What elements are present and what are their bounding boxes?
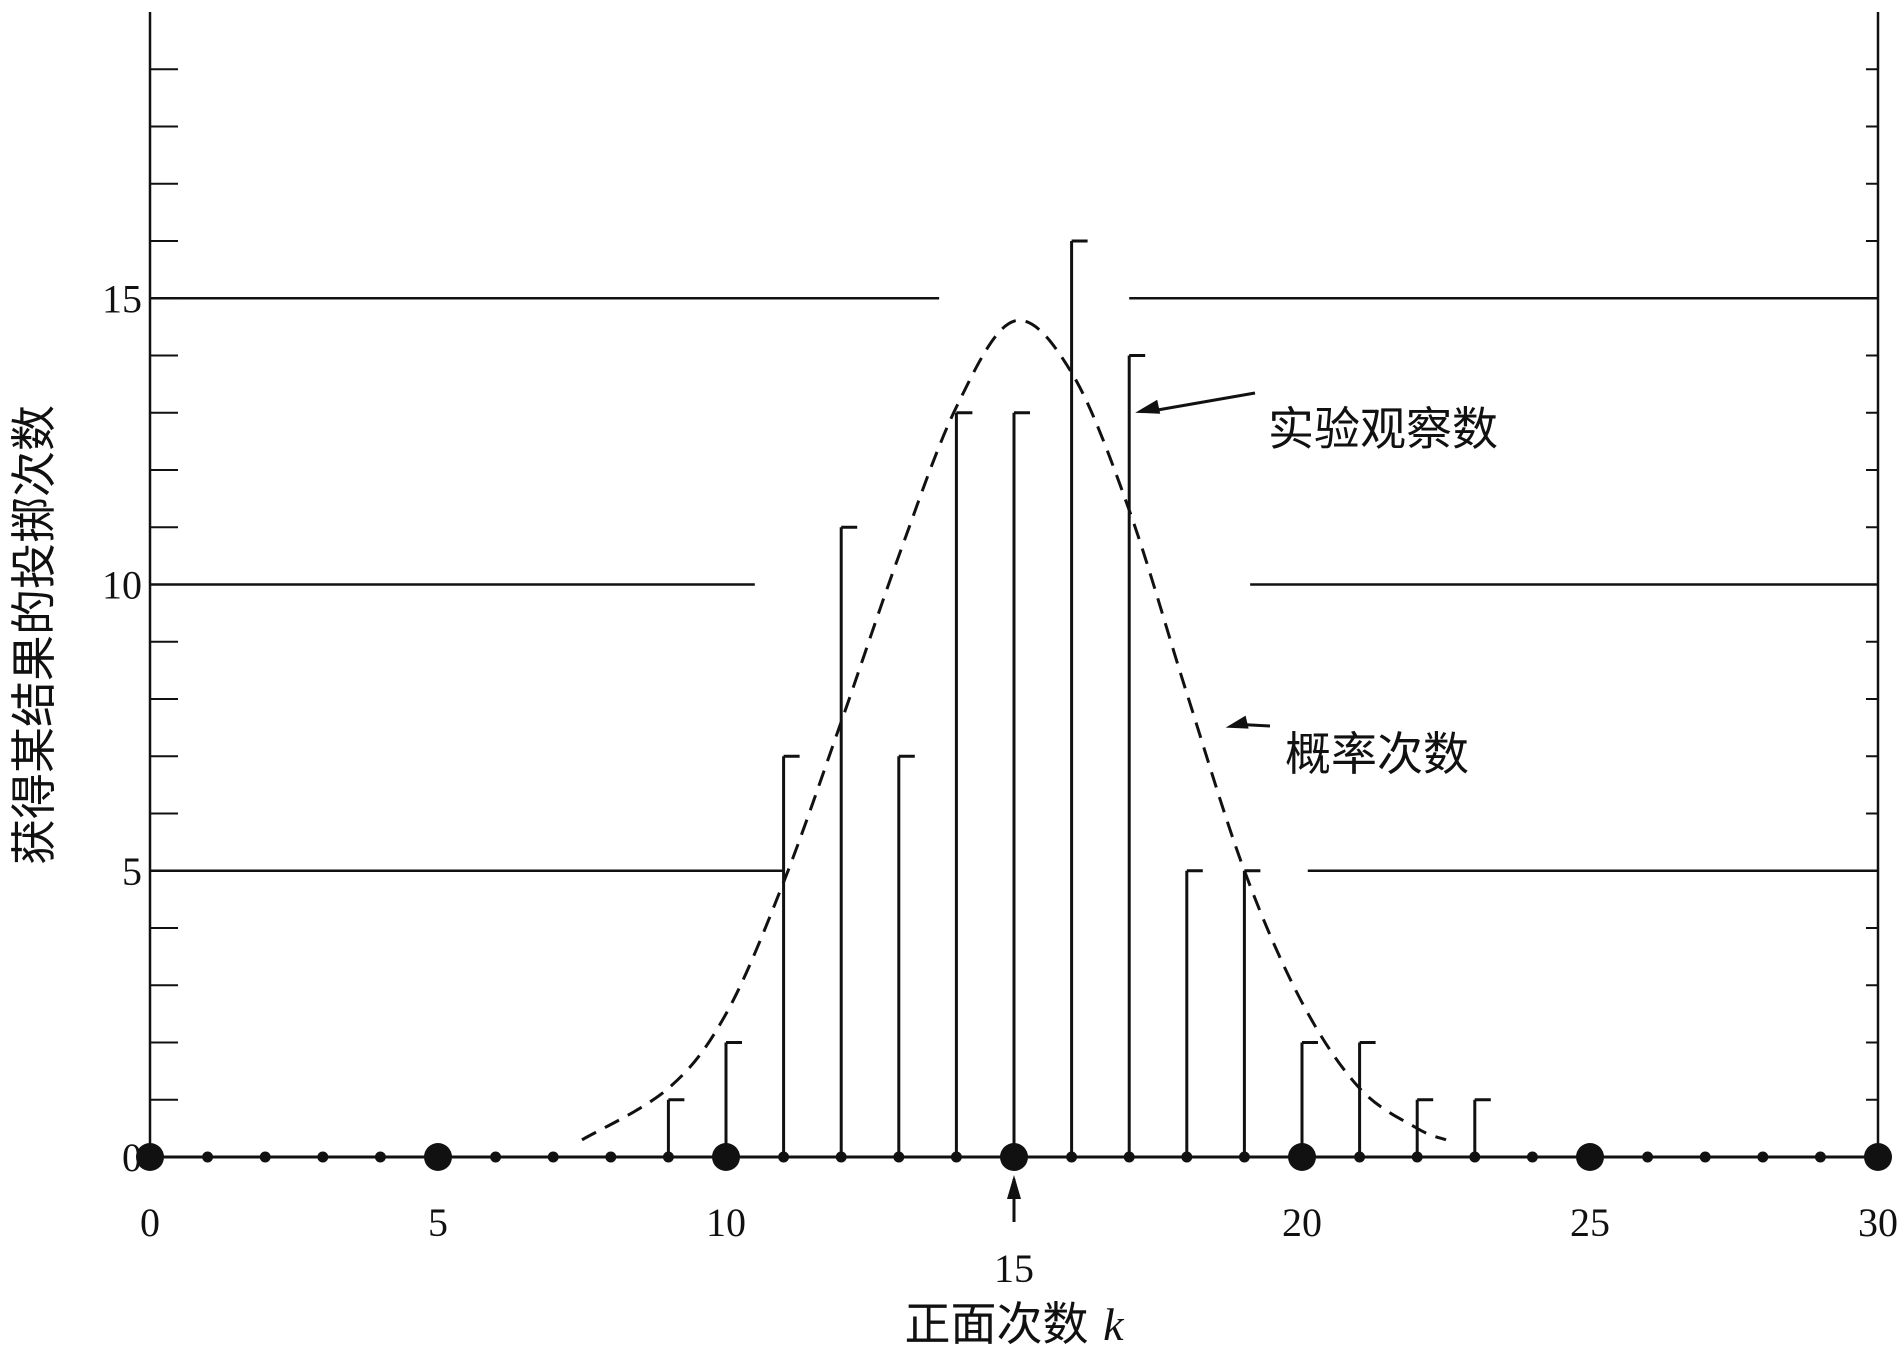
x-tick-15-arrow-head bbox=[1007, 1175, 1021, 1199]
minor-tick-dot-28 bbox=[1757, 1151, 1769, 1163]
annotation-observed-arrow-head bbox=[1135, 399, 1161, 414]
y-axis-label: 获得某结果的投掷次数 bbox=[7, 405, 61, 865]
minor-tick-dot-24 bbox=[1526, 1151, 1538, 1163]
x-tick-label-15: 15 bbox=[994, 1246, 1034, 1291]
observed-bars bbox=[666, 239, 1491, 1157]
minor-tick-dot-26 bbox=[1642, 1151, 1654, 1163]
x-tick-label-25: 25 bbox=[1570, 1200, 1610, 1245]
major-tick-dot-15 bbox=[1000, 1143, 1028, 1171]
probability-curve bbox=[581, 318, 1447, 1142]
major-tick-dot-0 bbox=[136, 1143, 164, 1171]
minor-tick-dot-11 bbox=[778, 1151, 790, 1163]
axis-labels: 正面次数 k 获得某结果的投掷次数 bbox=[7, 405, 1125, 1351]
minor-tick-dot-23 bbox=[1469, 1151, 1481, 1163]
x-axis-label: 正面次数 k bbox=[904, 1297, 1125, 1351]
annotation-probability-arrow-shaft bbox=[1243, 723, 1271, 728]
minor-tick-dot-3 bbox=[317, 1151, 329, 1163]
minor-tick-dot-6 bbox=[490, 1151, 502, 1163]
annotation-probability-label: 概率次数 bbox=[1285, 727, 1469, 781]
x-tick-label-30: 30 bbox=[1858, 1200, 1898, 1245]
minor-tick-dot-17 bbox=[1123, 1151, 1135, 1163]
minor-tick-dot-27 bbox=[1699, 1151, 1711, 1163]
minor-tick-dot-2 bbox=[259, 1151, 271, 1163]
minor-tick-dot-22 bbox=[1411, 1151, 1423, 1163]
minor-tick-dot-9 bbox=[662, 1151, 674, 1163]
minor-tick-dot-21 bbox=[1354, 1151, 1366, 1163]
x-axis-label-variable: k bbox=[1103, 1299, 1125, 1350]
major-tick-dot-30 bbox=[1864, 1143, 1892, 1171]
minor-tick-dot-1 bbox=[202, 1151, 214, 1163]
x-tick-label-20: 20 bbox=[1282, 1200, 1322, 1245]
major-tick-dot-20 bbox=[1288, 1143, 1316, 1171]
minor-tick-dot-29 bbox=[1814, 1151, 1826, 1163]
minor-tick-dot-13 bbox=[893, 1151, 905, 1163]
major-tick-dot-10 bbox=[712, 1143, 740, 1171]
probability-curve-path bbox=[581, 318, 1447, 1142]
y-tick-label-15: 15 bbox=[102, 276, 142, 321]
annotation-observed-arrow-shaft bbox=[1152, 391, 1256, 413]
major-tick-dot-5 bbox=[424, 1143, 452, 1171]
y-tick-label-0: 0 bbox=[122, 1135, 142, 1180]
x-tick-label-10: 10 bbox=[706, 1200, 746, 1245]
minor-tick-dot-8 bbox=[605, 1151, 617, 1163]
tick-labels: 0 5 10 20 25 30 15 0 5 10 15 bbox=[102, 276, 1898, 1291]
minor-tick-dot-18 bbox=[1181, 1151, 1193, 1163]
minor-tick-dot-4 bbox=[374, 1151, 386, 1163]
minor-tick-dot-7 bbox=[547, 1151, 559, 1163]
annotation-probability-arrow-head bbox=[1225, 715, 1249, 729]
minor-tick-dot-16 bbox=[1066, 1151, 1078, 1163]
gridlines bbox=[150, 297, 1878, 872]
minor-tick-dot-19 bbox=[1238, 1151, 1250, 1163]
baseline-dots bbox=[136, 1143, 1892, 1171]
y-tick-label-5: 5 bbox=[122, 849, 142, 894]
y-tick-label-10: 10 bbox=[102, 563, 142, 608]
major-tick-dot-25 bbox=[1576, 1143, 1604, 1171]
annotation-observed-label: 实验观察数 bbox=[1268, 402, 1498, 456]
minor-tick-dot-12 bbox=[835, 1151, 847, 1163]
minor-tick-dot-14 bbox=[950, 1151, 962, 1163]
x-axis-label-text: 正面次数 bbox=[904, 1297, 1103, 1351]
x-tick-label-5: 5 bbox=[428, 1200, 448, 1245]
x-tick-label-0: 0 bbox=[140, 1200, 160, 1245]
